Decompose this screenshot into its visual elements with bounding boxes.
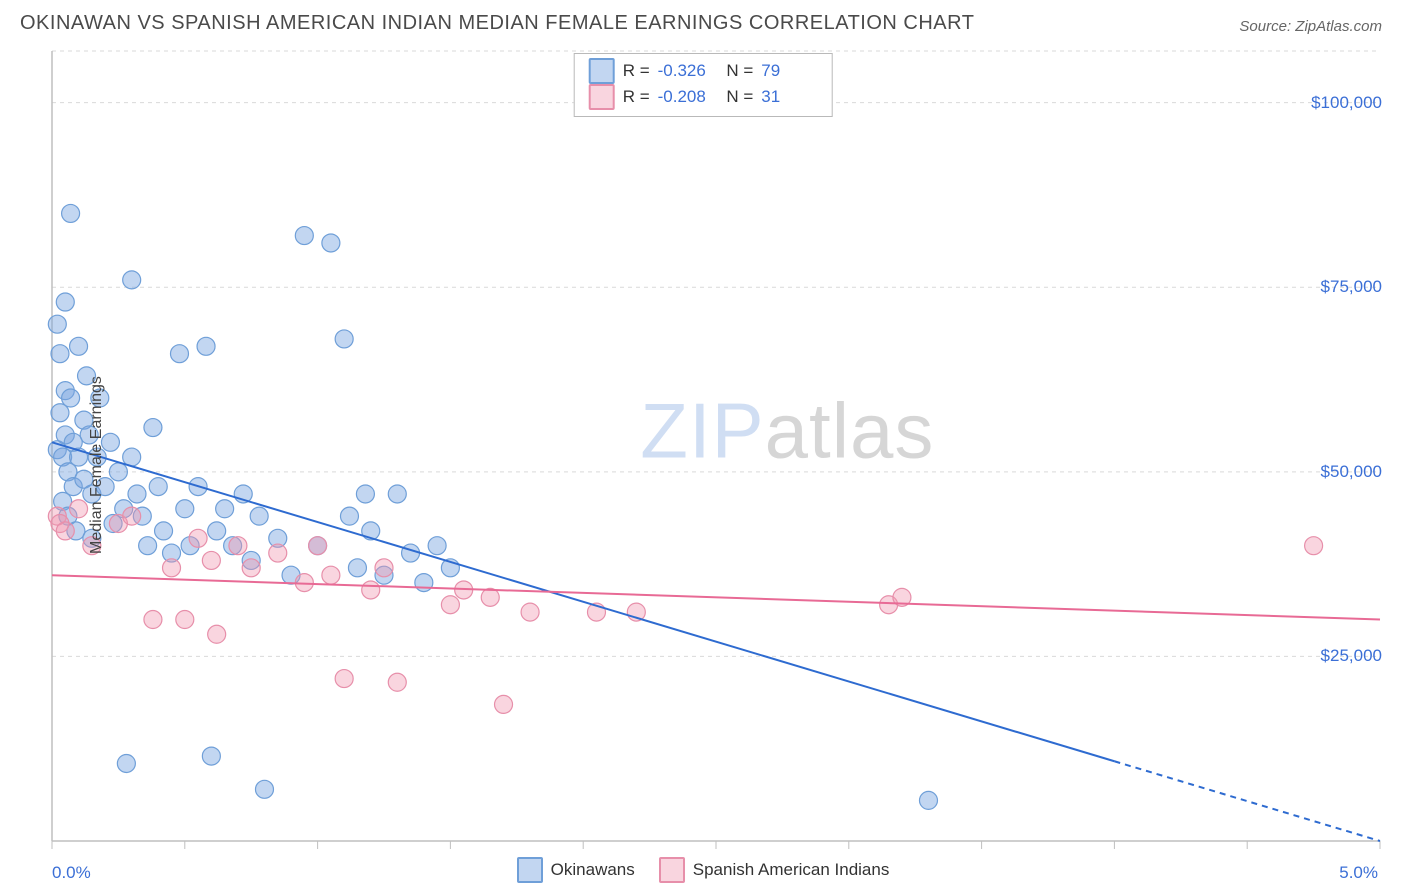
bottom-legend: Okinawans Spanish American Indians <box>0 857 1406 883</box>
stats-n-value-0: 79 <box>761 58 817 84</box>
stats-row-spanish: R = -0.208 N = 31 <box>589 84 818 110</box>
y-tick-label: $25,000 <box>1321 646 1382 666</box>
y-axis-label: Median Female Earnings <box>88 376 106 554</box>
chart-title: OKINAWAN VS SPANISH AMERICAN INDIAN MEDI… <box>20 12 974 35</box>
scatter-plot-svg <box>0 45 1406 849</box>
legend-swatch-spanish <box>659 857 685 883</box>
stats-r-label: R = <box>623 84 650 110</box>
legend-label-okinawans: Okinawans <box>551 860 635 880</box>
y-tick-label: $75,000 <box>1321 277 1382 297</box>
legend-swatch-okinawans <box>517 857 543 883</box>
source-label: Source: <box>1239 18 1291 35</box>
stats-legend: R = -0.326 N = 79 R = -0.208 N = 31 <box>574 53 833 117</box>
stats-r-label: R = <box>623 58 650 84</box>
legend-item-spanish: Spanish American Indians <box>659 857 890 883</box>
swatch-spanish <box>589 84 615 110</box>
legend-item-okinawans: Okinawans <box>517 857 635 883</box>
chart-area: Median Female Earnings ZIPatlas R = -0.3… <box>0 45 1406 885</box>
stats-row-okinawans: R = -0.326 N = 79 <box>589 58 818 84</box>
legend-label-spanish: Spanish American Indians <box>693 860 890 880</box>
swatch-okinawans <box>589 58 615 84</box>
y-tick-label: $50,000 <box>1321 462 1382 482</box>
stats-n-value-1: 31 <box>761 84 817 110</box>
y-tick-label: $100,000 <box>1311 93 1382 113</box>
stats-n-label: N = <box>722 58 754 84</box>
stats-r-value-1: -0.208 <box>658 84 714 110</box>
stats-r-value-0: -0.326 <box>658 58 714 84</box>
stats-n-label: N = <box>722 84 754 110</box>
source-value: ZipAtlas.com <box>1295 18 1382 35</box>
source: Source: ZipAtlas.com <box>1239 18 1382 35</box>
